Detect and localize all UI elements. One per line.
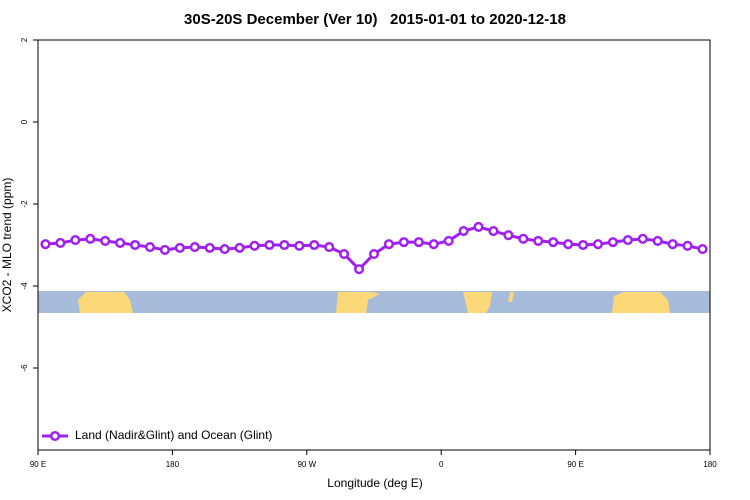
- ocean-band: [38, 291, 710, 313]
- data-point: [144, 242, 156, 253]
- data-point: [592, 239, 604, 250]
- data-point: [249, 240, 260, 251]
- y-tick-label: -4: [20, 282, 29, 290]
- y-tick-label: -2: [20, 200, 29, 208]
- data-point: [174, 242, 185, 253]
- data-point: [518, 233, 529, 244]
- data-point: [667, 239, 678, 250]
- x-tick-label: 90 E: [30, 460, 46, 469]
- data-point: [264, 239, 275, 251]
- y-tick-label: -6: [20, 364, 29, 372]
- legend-label: Land (Nadir&Glint) and Ocean (Glint): [75, 428, 272, 442]
- land: [612, 292, 670, 313]
- data-point: [697, 244, 708, 255]
- x-tick-label: 90 W: [297, 460, 316, 469]
- data-point: [652, 235, 663, 246]
- data-point: [100, 235, 111, 246]
- x-tick-label: 180: [166, 460, 180, 469]
- data-point: [473, 221, 484, 233]
- data-point: [219, 244, 230, 255]
- data-point: [324, 242, 335, 253]
- land: [463, 292, 492, 313]
- data-point: [70, 235, 81, 246]
- legend-marker: [49, 430, 61, 442]
- data-point: [503, 230, 514, 241]
- x-tick-label: 0: [439, 460, 444, 469]
- map-band: [38, 291, 710, 313]
- data-point: [682, 240, 693, 251]
- data-point: [413, 237, 424, 248]
- land: [508, 292, 514, 302]
- series-line: [45, 225, 703, 272]
- data-point: [368, 248, 380, 260]
- data-point: [279, 239, 290, 251]
- data-point: [607, 237, 618, 248]
- data-point: [548, 237, 559, 248]
- chart-title: 30S-20S December (Ver 10) 2015-01-01 to …: [184, 11, 566, 28]
- data-point: [578, 239, 589, 251]
- y-axis-label: XCO2 - MLO trend (ppm): [0, 178, 14, 313]
- data-point: [204, 242, 215, 253]
- land: [78, 292, 133, 313]
- data-point: [533, 235, 544, 246]
- data-point: [622, 235, 633, 246]
- data-point: [130, 239, 141, 251]
- data-point: [488, 226, 499, 237]
- data-point: [294, 240, 305, 251]
- y-tick-label: 0: [20, 119, 29, 124]
- data-point: [115, 237, 126, 248]
- data-point: [398, 237, 409, 248]
- data-point: [189, 242, 200, 253]
- y-tick-label: 2: [20, 37, 29, 42]
- data-point: [428, 239, 439, 250]
- x-tick-label: 90 E: [567, 460, 583, 469]
- data-point: [637, 233, 648, 244]
- data-point: [354, 264, 365, 275]
- data-point: [563, 239, 574, 250]
- data-point: [40, 239, 51, 250]
- data-point: [55, 237, 66, 248]
- data-point: [443, 235, 454, 246]
- plot-frame: [37, 39, 711, 451]
- land: [336, 292, 380, 313]
- data-point: [309, 239, 320, 251]
- x-axis-label: Longitude (deg E): [327, 476, 422, 490]
- data-point: [159, 244, 170, 255]
- x-tick-label: 180: [703, 460, 717, 469]
- data-point: [85, 233, 96, 244]
- data-point: [339, 248, 350, 260]
- data-point: [458, 226, 469, 237]
- data-point: [383, 239, 394, 250]
- data-point: [234, 242, 245, 253]
